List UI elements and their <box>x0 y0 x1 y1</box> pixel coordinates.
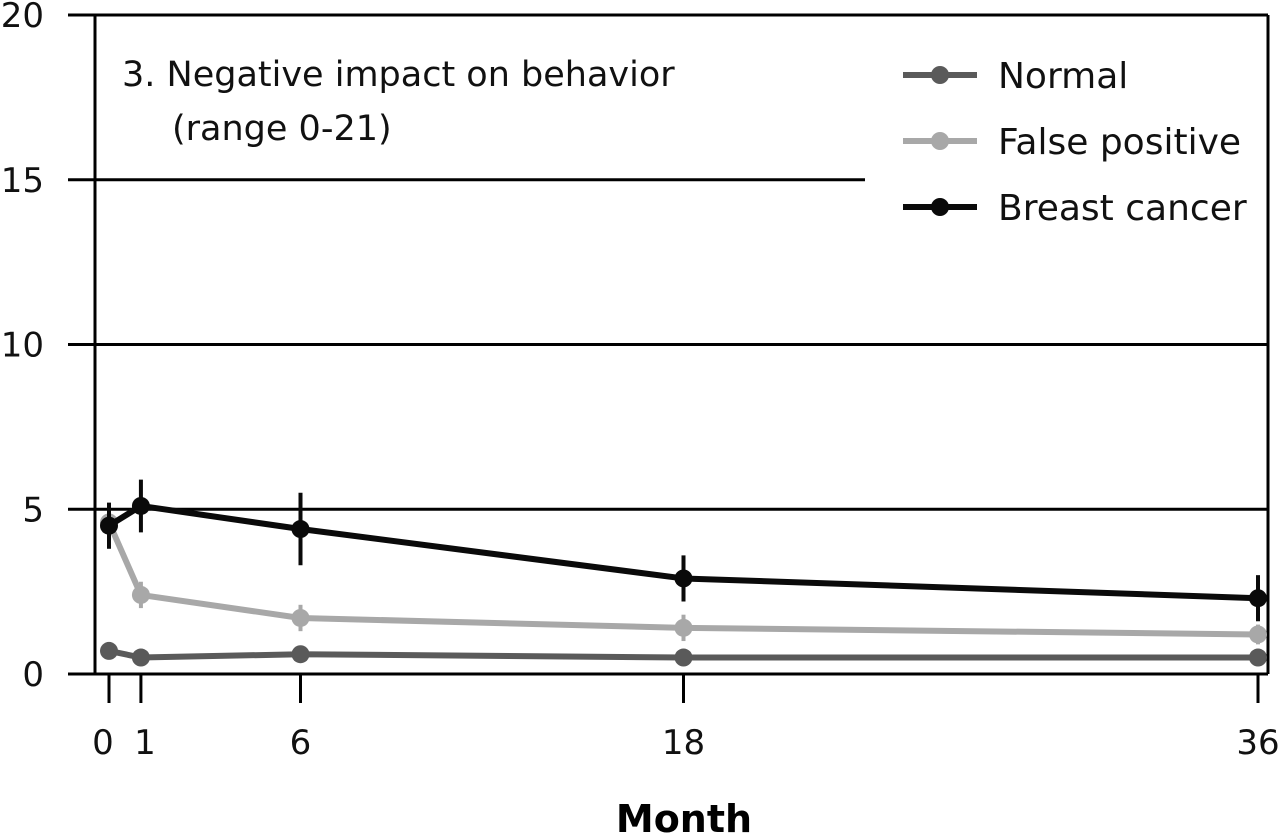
gridlines <box>95 178 1268 511</box>
data-point <box>291 645 310 664</box>
data-point <box>291 520 310 539</box>
legend-label: Normal <box>998 56 1128 97</box>
series-normal <box>100 641 1267 667</box>
series <box>100 479 1267 667</box>
y-tick-label-15: 15 <box>1 161 44 201</box>
x-tick-label-0: 0 <box>92 723 114 763</box>
data-point <box>100 516 118 535</box>
x-tick-label-36: 36 <box>1236 723 1279 763</box>
series-breast-cancer <box>100 479 1267 622</box>
y-tick-label-5: 5 <box>22 490 44 530</box>
legend-label: Breast cancer <box>998 188 1247 229</box>
data-point <box>131 496 150 515</box>
chart-title: 3. Negative impact on behavior <box>122 55 675 95</box>
data-point <box>131 648 150 667</box>
data-point <box>1249 589 1267 608</box>
x-tick-label-18: 18 <box>662 723 705 763</box>
legend-marker <box>931 66 949 84</box>
legend: Normal False positive Breast cancer <box>903 56 1247 229</box>
legend-label: False positive <box>998 122 1241 163</box>
x-axis-label: Month <box>616 797 752 838</box>
data-point <box>1249 648 1267 667</box>
y-tick-label-10: 10 <box>1 326 44 366</box>
legend-marker <box>931 198 949 216</box>
data-point <box>674 648 693 667</box>
y-tick-label-20: 20 <box>1 0 44 36</box>
data-point <box>100 641 118 660</box>
data-point <box>131 585 150 604</box>
legend-item-false-positive: False positive <box>903 122 1241 163</box>
legend-item-normal: Normal <box>903 56 1128 97</box>
legend-item-breast-cancer: Breast cancer <box>903 188 1247 229</box>
chart-title-block: 3. Negative impact on behavior (range 0-… <box>122 55 675 149</box>
chart-subtitle: (range 0-21) <box>172 109 392 149</box>
data-point <box>674 569 693 588</box>
x-tick-label-1: 1 <box>134 723 156 763</box>
data-point <box>291 608 310 627</box>
x-tick-label-6: 6 <box>290 723 312 763</box>
legend-marker <box>931 132 949 150</box>
data-point <box>674 618 693 637</box>
y-tick-label-0: 0 <box>22 655 44 695</box>
data-point <box>1249 625 1267 644</box>
